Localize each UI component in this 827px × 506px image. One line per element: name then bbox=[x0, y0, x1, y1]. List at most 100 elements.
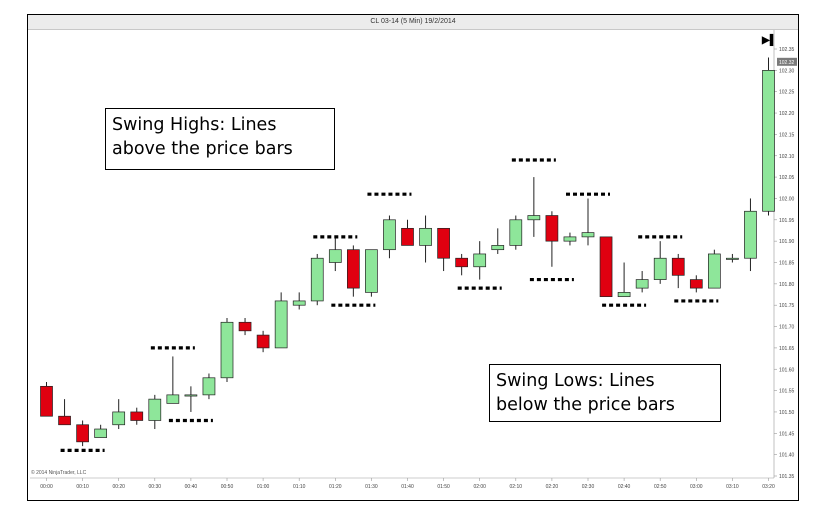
y-tick-label: 101.65 bbox=[779, 346, 795, 352]
candle bbox=[58, 399, 71, 426]
x-tick-label: 00:50 bbox=[221, 484, 234, 490]
y-tick-label: 101.85 bbox=[779, 261, 795, 267]
candle-body-up bbox=[202, 377, 216, 396]
candle bbox=[707, 249, 721, 289]
current-price-badge bbox=[777, 57, 797, 66]
candle-body-down bbox=[256, 334, 270, 349]
y-tick-label: 101.50 bbox=[779, 410, 795, 416]
candle-body-up bbox=[491, 245, 505, 251]
x-tick-label: 01:10 bbox=[293, 484, 306, 490]
candle bbox=[40, 382, 53, 417]
y-tick-label: 101.70 bbox=[779, 325, 795, 331]
candle bbox=[635, 271, 649, 293]
y-tick-label: 102.30 bbox=[779, 68, 795, 74]
candle bbox=[274, 292, 288, 349]
candle bbox=[617, 262, 631, 298]
x-tick-label: 02:50 bbox=[654, 484, 667, 490]
candle-body-up bbox=[563, 236, 577, 242]
candle-body-down bbox=[238, 321, 252, 332]
candle bbox=[220, 318, 234, 383]
x-tick-label: 01:50 bbox=[437, 484, 450, 490]
y-tick-label: 102.20 bbox=[779, 111, 795, 117]
x-tick-label: 01:20 bbox=[329, 484, 342, 490]
y-tick-label: 102.05 bbox=[779, 175, 795, 181]
candle-body-up bbox=[112, 411, 126, 426]
x-tick-label: 02:40 bbox=[618, 484, 631, 490]
candle-body-up bbox=[473, 253, 487, 268]
candle-body-down bbox=[545, 215, 559, 242]
candle-body-up bbox=[762, 69, 775, 212]
y-tick-label: 102.35 bbox=[779, 47, 795, 53]
candle-body-up bbox=[744, 210, 757, 259]
candle-body-up bbox=[726, 257, 739, 260]
candle bbox=[76, 420, 89, 447]
y-tick-label: 101.45 bbox=[779, 431, 795, 437]
candle bbox=[383, 215, 396, 259]
y-tick-label: 101.95 bbox=[779, 218, 795, 224]
candle bbox=[491, 228, 505, 254]
candle-body-up bbox=[310, 257, 324, 302]
x-tick-label: 03:20 bbox=[762, 484, 775, 490]
candle bbox=[94, 424, 108, 438]
candle bbox=[130, 407, 144, 425]
x-tick-label: 03:10 bbox=[726, 484, 739, 490]
candle bbox=[599, 236, 613, 298]
candle-body-down bbox=[40, 385, 53, 417]
y-tick-label: 101.90 bbox=[779, 239, 795, 245]
candle-body-down bbox=[130, 411, 144, 421]
x-tick-label: 01:30 bbox=[365, 484, 378, 490]
x-tick-label: 02:00 bbox=[473, 484, 486, 490]
candle-body-up bbox=[509, 219, 523, 246]
x-tick-label: 02:10 bbox=[510, 484, 523, 490]
candle-body-up bbox=[383, 219, 396, 251]
x-tick-label: 02:30 bbox=[582, 484, 595, 490]
candle-body-up bbox=[184, 394, 198, 397]
candle bbox=[184, 386, 198, 412]
candle bbox=[744, 198, 757, 272]
y-tick-label: 101.35 bbox=[779, 474, 795, 480]
candle-body-down bbox=[455, 257, 468, 268]
candle-body-down bbox=[76, 424, 89, 443]
candle bbox=[726, 253, 739, 263]
candle bbox=[112, 399, 126, 430]
candle bbox=[689, 275, 703, 293]
candle bbox=[202, 373, 216, 400]
x-tick-label: 00:40 bbox=[185, 484, 198, 490]
candle-body-up bbox=[220, 321, 234, 379]
candle bbox=[563, 232, 577, 246]
candle bbox=[166, 356, 180, 404]
candle bbox=[762, 57, 775, 216]
candle bbox=[365, 249, 378, 297]
candle-body-up bbox=[166, 394, 180, 404]
candle-body-up bbox=[419, 227, 432, 246]
candle bbox=[509, 215, 523, 250]
x-tick-label: 01:40 bbox=[401, 484, 414, 490]
candle bbox=[328, 236, 342, 272]
x-tick-label: 00:30 bbox=[149, 484, 162, 490]
candle bbox=[238, 318, 252, 336]
candle-body-down bbox=[58, 415, 71, 426]
candle bbox=[401, 219, 414, 246]
candle-body-down bbox=[689, 279, 703, 289]
y-tick-label: 102.15 bbox=[779, 132, 795, 138]
candle-body-up bbox=[274, 300, 288, 349]
candle bbox=[653, 241, 667, 284]
scroll-to-end-icon[interactable]: ▶▌ bbox=[762, 35, 777, 46]
candle-body-up bbox=[94, 428, 108, 438]
candle-body-up bbox=[328, 249, 342, 263]
candle bbox=[347, 245, 360, 297]
x-tick-label: 00:00 bbox=[40, 484, 53, 490]
window-title: CL 03-14 (5 Min) 19/2/2014 bbox=[28, 15, 798, 30]
candle bbox=[455, 253, 468, 276]
candle bbox=[419, 215, 432, 263]
x-tick-label: 03:00 bbox=[690, 484, 703, 490]
x-tick-label: 00:20 bbox=[112, 484, 125, 490]
candle-body-down bbox=[599, 236, 613, 298]
y-tick-label: 101.40 bbox=[779, 453, 795, 459]
y-tick-label: 102.25 bbox=[779, 90, 795, 96]
candle-body-up bbox=[635, 279, 649, 289]
candle-body-up bbox=[581, 232, 595, 238]
candle-body-down bbox=[401, 227, 414, 246]
y-tick-label: 101.60 bbox=[779, 367, 795, 373]
candle bbox=[292, 292, 306, 310]
